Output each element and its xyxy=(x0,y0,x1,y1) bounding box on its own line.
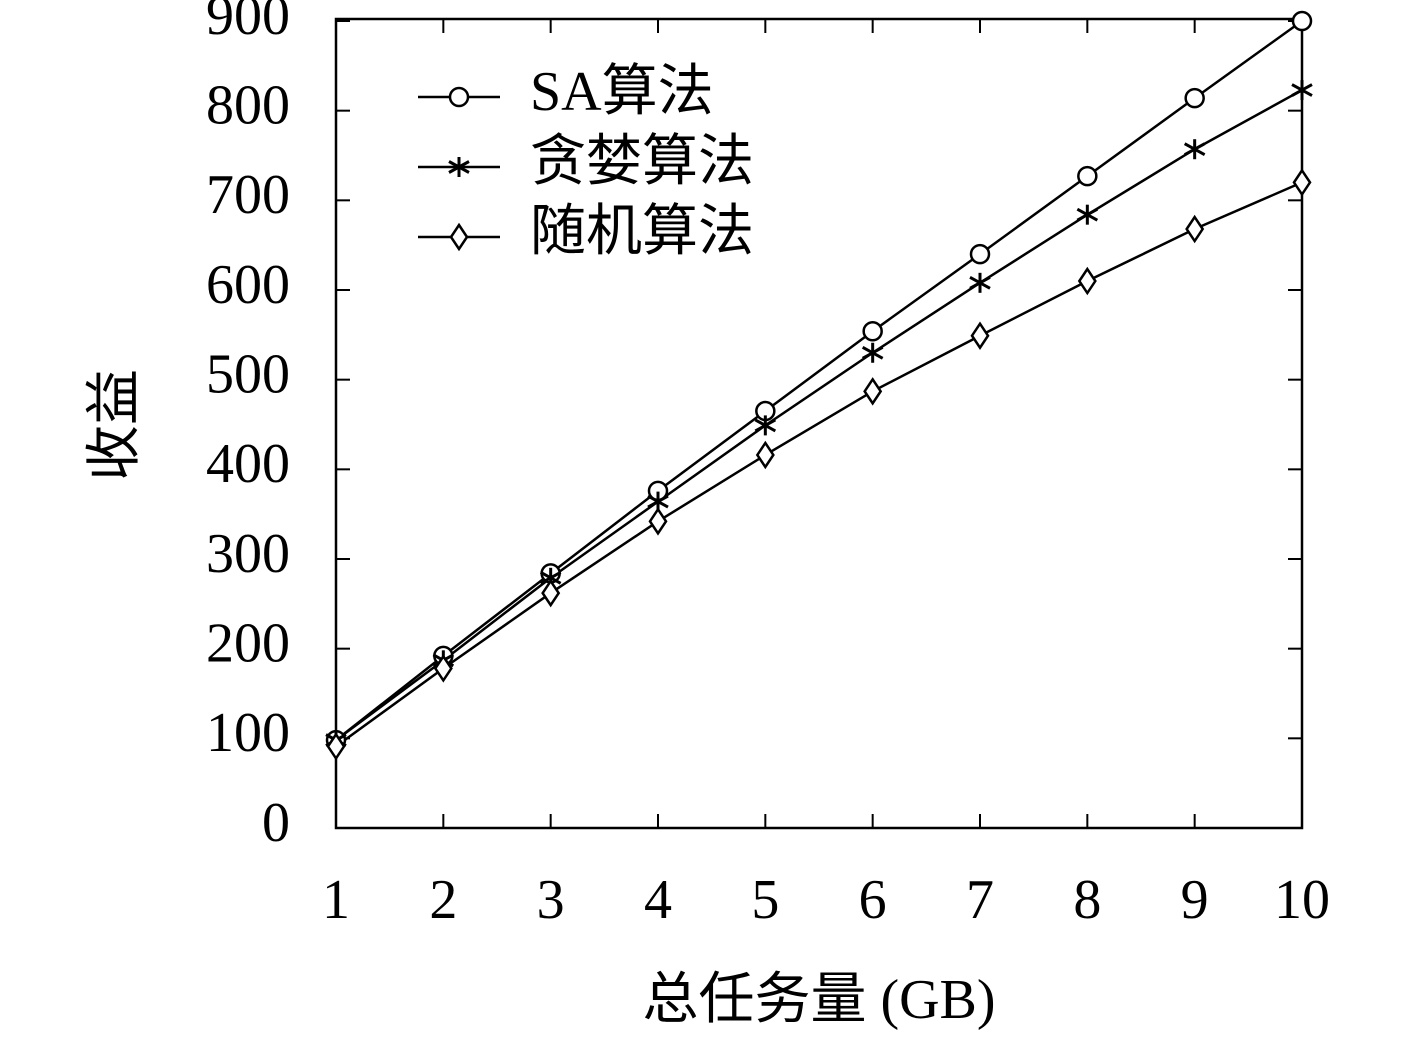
x-tick-label: 1 xyxy=(322,869,350,931)
marker-asterisk xyxy=(1076,204,1099,225)
y-tick-label: 700 xyxy=(206,164,290,226)
x-tick-label: 5 xyxy=(751,869,779,931)
x-tick-label: 3 xyxy=(537,869,565,931)
x-tick-label: 10 xyxy=(1274,869,1330,931)
marker-circle xyxy=(1077,165,1098,187)
y-tick-label: 400 xyxy=(206,433,290,495)
marker-shape xyxy=(541,578,561,608)
marker-shape xyxy=(433,654,453,683)
marker-stroke xyxy=(539,571,562,585)
marker-stroke xyxy=(969,276,991,290)
marker-shape xyxy=(755,440,775,470)
series-line xyxy=(335,19,1303,742)
x-tick-label: 2 xyxy=(429,869,457,931)
legend-label: SA算法 xyxy=(530,61,714,123)
marker-shape xyxy=(648,507,668,536)
marker-diamond xyxy=(449,222,469,252)
marker-asterisk xyxy=(861,342,884,363)
marker-diamond xyxy=(433,654,453,683)
marker-shape xyxy=(1291,10,1313,32)
marker-shape xyxy=(1185,214,1205,244)
y-axis-label: 收益 xyxy=(84,369,146,481)
y-tick-label: 800 xyxy=(206,75,290,137)
x-tick-label: 4 xyxy=(644,869,672,931)
marker-asterisk xyxy=(448,157,470,177)
y-tick-label: 900 xyxy=(206,0,290,47)
x-axis-label: 总任务量 (GB) xyxy=(642,969,995,1031)
marker-asterisk xyxy=(969,272,991,293)
marker-shape xyxy=(862,320,883,342)
plot-frame xyxy=(334,17,1304,830)
marker-circle xyxy=(1291,10,1313,32)
marker-diamond xyxy=(1292,168,1312,197)
marker-circle xyxy=(1184,87,1205,109)
marker-shape xyxy=(1292,168,1312,197)
y-tick-label: 0 xyxy=(262,792,290,854)
marker-stroke xyxy=(1183,142,1206,157)
legend-label: 贪婪算法 xyxy=(530,131,754,193)
y-tick-label: 300 xyxy=(206,523,290,585)
marker-circle xyxy=(862,320,883,342)
marker-diamond xyxy=(755,440,775,470)
marker-diamond xyxy=(970,321,990,350)
legend-label: 随机算法 xyxy=(530,201,754,263)
marker-shape xyxy=(448,86,470,108)
x-tick-label: 6 xyxy=(859,869,887,931)
x-tick-label: 7 xyxy=(966,869,994,931)
series-line xyxy=(335,88,1303,742)
marker-stroke xyxy=(1291,83,1313,97)
marker-shape xyxy=(1184,87,1205,109)
x-tick-label: 9 xyxy=(1181,869,1209,931)
marker-asterisk xyxy=(1291,80,1313,101)
marker-circle xyxy=(969,243,991,265)
marker-stroke xyxy=(754,418,777,433)
marker-shape xyxy=(1077,266,1097,296)
y-tick-label: 200 xyxy=(206,613,290,675)
marker-diamond xyxy=(1185,214,1205,244)
marker-diamond xyxy=(541,578,561,608)
marker-asterisk xyxy=(1183,139,1206,160)
marker-shape xyxy=(326,732,346,761)
marker-stroke xyxy=(647,494,669,509)
marker-shape xyxy=(1077,165,1098,187)
marker-shape xyxy=(969,243,991,265)
marker-asterisk xyxy=(754,415,777,436)
marker-stroke xyxy=(861,345,884,360)
marker-circle xyxy=(448,86,470,108)
x-tick-label: 8 xyxy=(1073,869,1101,931)
marker-stroke xyxy=(1076,207,1099,222)
series-line xyxy=(335,181,1303,748)
marker-shape xyxy=(449,222,469,252)
marker-diamond xyxy=(326,732,346,761)
marker-diamond xyxy=(648,507,668,536)
marker-diamond xyxy=(863,377,883,406)
marker-stroke xyxy=(448,160,470,174)
marker-diamond xyxy=(1077,266,1097,296)
marker-shape xyxy=(970,321,990,350)
y-tick-label: 500 xyxy=(206,344,290,406)
y-tick-label: 100 xyxy=(206,702,290,764)
marker-shape xyxy=(863,377,883,406)
y-tick-label: 600 xyxy=(206,254,290,316)
